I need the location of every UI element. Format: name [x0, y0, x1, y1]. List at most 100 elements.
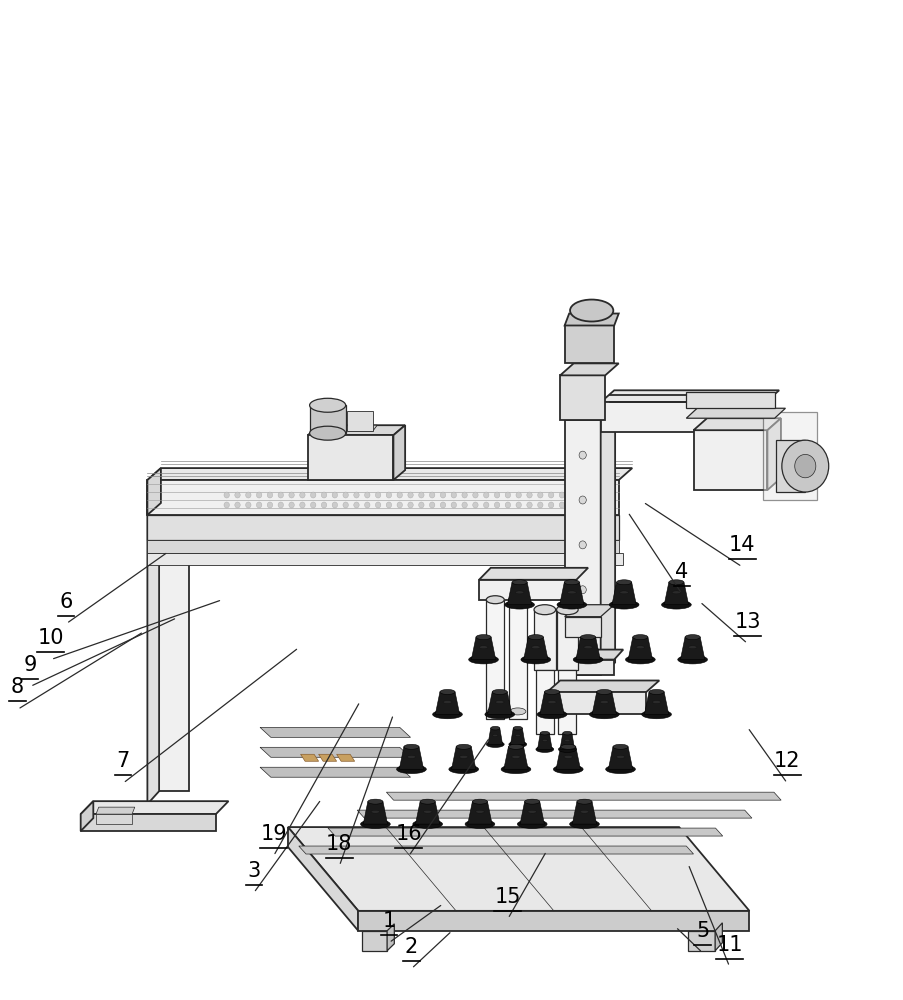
Ellipse shape	[491, 689, 507, 694]
Ellipse shape	[583, 646, 591, 649]
Polygon shape	[600, 408, 614, 675]
Polygon shape	[693, 418, 780, 430]
Ellipse shape	[641, 710, 671, 719]
Ellipse shape	[468, 655, 498, 664]
Ellipse shape	[563, 755, 572, 758]
Ellipse shape	[500, 765, 530, 774]
Ellipse shape	[569, 820, 599, 828]
Ellipse shape	[616, 755, 624, 758]
Ellipse shape	[490, 726, 499, 730]
Circle shape	[321, 492, 326, 498]
Circle shape	[461, 492, 467, 498]
Polygon shape	[357, 810, 751, 818]
Polygon shape	[762, 412, 816, 500]
Ellipse shape	[661, 600, 691, 609]
Polygon shape	[564, 617, 600, 637]
Ellipse shape	[309, 426, 345, 440]
Ellipse shape	[472, 799, 487, 804]
Ellipse shape	[652, 701, 660, 704]
Circle shape	[224, 502, 229, 508]
Ellipse shape	[486, 741, 504, 747]
Polygon shape	[644, 692, 668, 714]
Circle shape	[300, 502, 305, 508]
Polygon shape	[560, 650, 622, 660]
Polygon shape	[539, 692, 563, 714]
Ellipse shape	[527, 635, 543, 640]
Circle shape	[601, 502, 607, 508]
Ellipse shape	[484, 710, 514, 719]
Circle shape	[429, 502, 434, 508]
Ellipse shape	[517, 820, 546, 828]
Ellipse shape	[560, 744, 575, 749]
Circle shape	[224, 492, 229, 498]
Ellipse shape	[671, 591, 680, 594]
Circle shape	[342, 492, 348, 498]
Ellipse shape	[509, 708, 526, 715]
Polygon shape	[503, 747, 527, 769]
Circle shape	[516, 492, 521, 498]
Polygon shape	[288, 827, 749, 911]
Ellipse shape	[449, 765, 478, 774]
Circle shape	[591, 502, 597, 508]
Circle shape	[537, 502, 543, 508]
Polygon shape	[508, 600, 526, 719]
Circle shape	[451, 492, 456, 498]
Text: 11: 11	[715, 935, 742, 955]
Circle shape	[516, 502, 521, 508]
Ellipse shape	[420, 799, 434, 804]
Ellipse shape	[479, 646, 488, 649]
Circle shape	[396, 492, 402, 498]
Ellipse shape	[619, 591, 628, 594]
Polygon shape	[564, 314, 618, 325]
Ellipse shape	[442, 701, 452, 704]
Polygon shape	[358, 911, 749, 931]
Ellipse shape	[508, 596, 526, 604]
Ellipse shape	[459, 755, 468, 758]
Ellipse shape	[476, 635, 490, 640]
Polygon shape	[714, 923, 721, 951]
Polygon shape	[260, 727, 410, 737]
Polygon shape	[575, 637, 600, 660]
Circle shape	[331, 502, 337, 508]
Polygon shape	[147, 482, 159, 804]
Polygon shape	[147, 480, 618, 515]
Circle shape	[559, 502, 564, 508]
Circle shape	[267, 502, 273, 508]
Ellipse shape	[370, 810, 379, 813]
Text: 19: 19	[260, 824, 286, 844]
Ellipse shape	[511, 755, 520, 758]
Ellipse shape	[487, 708, 503, 715]
Circle shape	[278, 492, 284, 498]
Circle shape	[256, 492, 262, 498]
Text: 9: 9	[23, 655, 37, 675]
Polygon shape	[386, 792, 780, 800]
Polygon shape	[546, 692, 645, 714]
Ellipse shape	[511, 580, 526, 585]
Polygon shape	[608, 747, 632, 769]
Circle shape	[440, 502, 445, 508]
Ellipse shape	[396, 765, 426, 774]
Circle shape	[235, 502, 240, 508]
Polygon shape	[386, 924, 394, 951]
Circle shape	[396, 502, 402, 508]
Circle shape	[601, 492, 607, 498]
Circle shape	[451, 502, 456, 508]
Polygon shape	[470, 637, 495, 660]
Ellipse shape	[632, 635, 647, 640]
Circle shape	[559, 492, 564, 498]
Polygon shape	[307, 435, 393, 480]
Polygon shape	[452, 747, 475, 769]
Polygon shape	[479, 568, 588, 580]
Ellipse shape	[464, 820, 494, 828]
Polygon shape	[776, 440, 805, 492]
Polygon shape	[147, 468, 631, 480]
Polygon shape	[560, 733, 574, 749]
Circle shape	[548, 502, 554, 508]
Circle shape	[235, 492, 240, 498]
Circle shape	[267, 492, 273, 498]
Circle shape	[289, 502, 294, 508]
Ellipse shape	[668, 580, 684, 585]
Circle shape	[483, 492, 489, 498]
Ellipse shape	[576, 799, 591, 804]
Polygon shape	[487, 692, 511, 714]
